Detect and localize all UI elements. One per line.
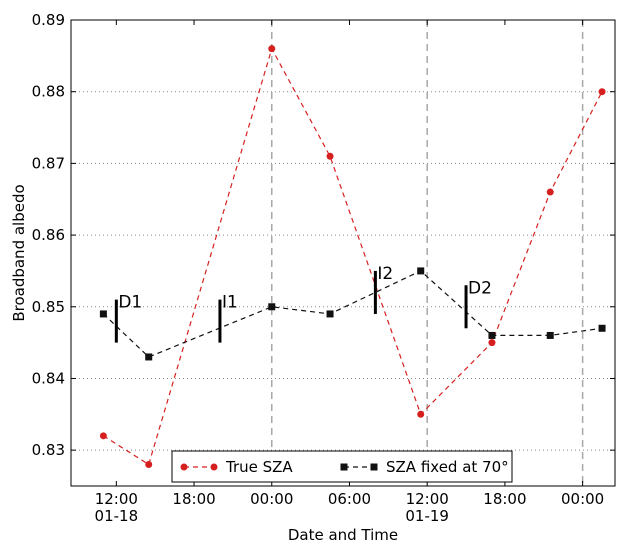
event-label: D2 (468, 278, 492, 298)
grid-lines (71, 20, 615, 486)
data-point (546, 331, 554, 339)
data-point (417, 267, 425, 275)
x-tick-label: 12:00 01-18 (95, 490, 139, 525)
legend-marker (370, 463, 378, 471)
data-point (145, 460, 153, 468)
legend-items: True SZA SZA fixed at 70° (180, 458, 509, 476)
y-tick-label: 0.84 (32, 369, 65, 387)
data-point (326, 152, 334, 160)
y-tick-label: 0.85 (32, 298, 65, 316)
data-point (598, 88, 606, 96)
event-label: I2 (377, 264, 393, 284)
x-tick-label: 12:00 01-19 (405, 490, 449, 525)
y-tick-label: 0.86 (32, 226, 65, 244)
x-tick-label: 18:00 (483, 490, 526, 508)
legend-marker (210, 463, 218, 471)
x-axis-label: Date and Time (288, 526, 398, 543)
data-point (598, 324, 606, 332)
data-point (546, 188, 554, 196)
legend-marker (340, 463, 348, 471)
x-tick-label: 00:00 (561, 490, 604, 508)
legend-marker (180, 463, 188, 471)
y-tick-label: 0.88 (32, 83, 65, 101)
data-point (268, 45, 276, 53)
data-point (488, 331, 496, 339)
y-tick-label: 0.83 (32, 441, 65, 459)
event-label: D1 (118, 293, 142, 313)
x-tick-label: 18:00 (172, 490, 215, 508)
y-axis-ticks: 0.83 0.84 0.85 0.86 0.87 0.88 0.89 (32, 11, 615, 459)
series-line-1 (102, 270, 603, 358)
data-point (99, 432, 107, 440)
plot-frame (70, 19, 616, 487)
y-tick-label: 0.89 (32, 11, 65, 29)
data-point (488, 339, 496, 347)
data-point (417, 410, 425, 418)
data-point (268, 303, 276, 311)
series-line-0 (103, 47, 603, 466)
data-point (99, 310, 107, 318)
annotation-layer: D1 I1 I2 D2 (114, 264, 492, 343)
event-label: I1 (222, 293, 238, 313)
legend-label: True SZA (225, 458, 293, 476)
y-tick-label: 0.87 (32, 154, 65, 172)
data-point (145, 353, 153, 361)
legend-label: SZA fixed at 70° (386, 458, 509, 476)
x-axis-ticks: 12:00 01-18 18:00 00:00 06:00 12:00 01-19 18:00… (95, 20, 604, 525)
series-layer (99, 45, 606, 468)
x-tick-label: 00:00 (250, 490, 293, 508)
y-axis-label: Broadband albedo (10, 184, 28, 321)
legend: True SZA SZA fixed at 70° (171, 450, 513, 483)
x-tick-label: 06:00 (328, 490, 371, 508)
data-point (326, 310, 334, 318)
